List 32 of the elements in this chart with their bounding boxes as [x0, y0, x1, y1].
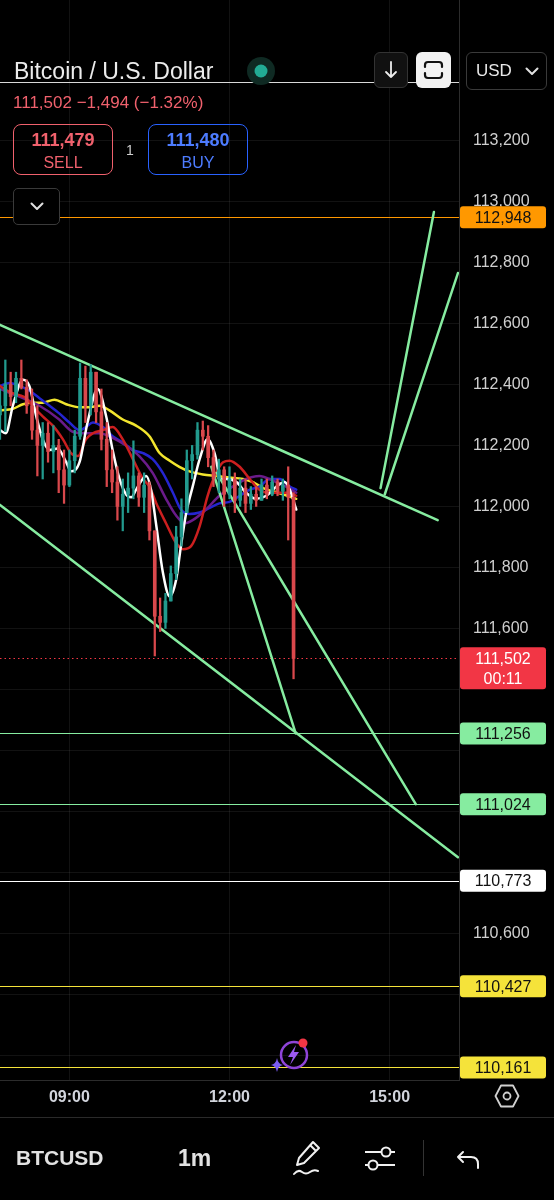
ref-line-label: 110,773 — [474, 872, 532, 890]
text: 111,502 −1,494 (−1.32%) — [13, 93, 204, 113]
annotation: 111,479 — [31, 129, 95, 151]
y-tick-label: 112,200 — [473, 435, 530, 453]
currency-dropdown: USD — [466, 52, 547, 90]
ref-line-label: 110,427 — [474, 977, 532, 995]
text: BTCUSD — [16, 1145, 104, 1171]
ref-line-label: 112,948 — [474, 208, 532, 226]
ref-line-label: 110,161 — [474, 1058, 532, 1076]
ref-line-label: 111,024 — [475, 795, 531, 813]
x-tick-label: 09:00 — [48, 1088, 90, 1106]
annotation: 111,480 — [166, 129, 230, 151]
y-tick-label: 112,400 — [473, 374, 530, 392]
annotation: SELL — [43, 153, 83, 173]
y-tick-label: 113,000 — [473, 191, 530, 209]
text: 1m — [178, 1144, 212, 1172]
buy-button: 111,480 BUY — [148, 124, 248, 175]
y-tick-label: 111,600 — [473, 618, 529, 636]
ref-line-label: 111,256 — [475, 724, 531, 742]
y-tick-label: 112,600 — [473, 313, 530, 331]
annotation: 1 — [126, 141, 134, 159]
text: Bitcoin / U.S. Dollar — [14, 57, 214, 85]
sell-button: 111,479 SELL — [13, 124, 113, 175]
y-tick-label: 110,600 — [473, 923, 530, 941]
y-tick-label: 113,200 — [473, 130, 530, 148]
y-tick-label: 111,800 — [473, 557, 529, 575]
y-tick-label: 112,800 — [473, 252, 530, 270]
x-tick-label: 12:00 — [209, 1088, 251, 1106]
ref-line-label: 111,502 00:11 — [475, 649, 531, 687]
y-tick-label: 112,000 — [473, 496, 530, 514]
annotation: BUY — [181, 153, 215, 173]
x-tick-label: 15:00 — [369, 1088, 411, 1106]
